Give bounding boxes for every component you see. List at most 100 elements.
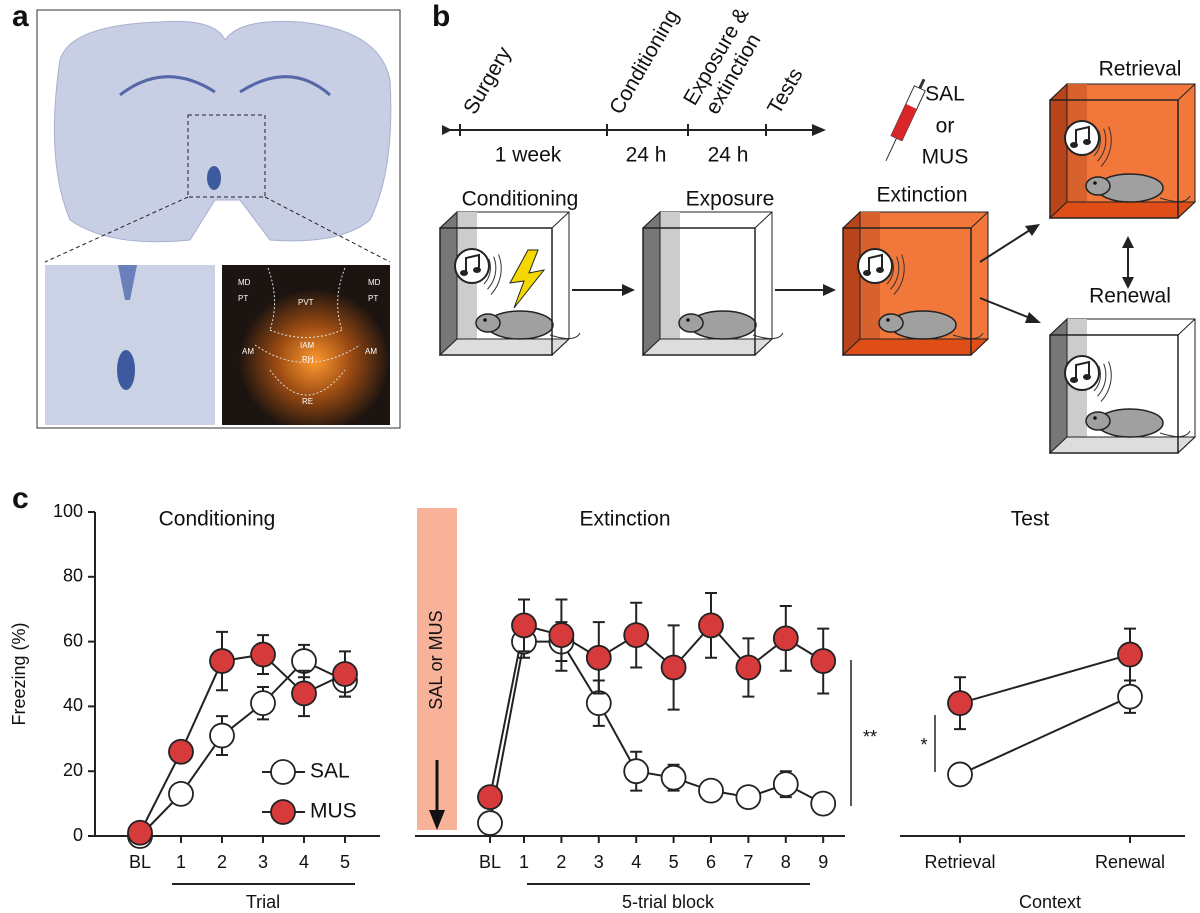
note (868, 253, 883, 273)
sound-wave (1093, 365, 1101, 392)
x-tick-label: 3 (594, 852, 604, 872)
interval-label: 1 week (495, 144, 562, 167)
data-point (477, 810, 503, 836)
inset-fluorescence (222, 265, 390, 425)
chart-title: Extinction (579, 508, 670, 531)
data-point (585, 690, 612, 717)
box-floor (641, 338, 774, 356)
injection-label: MUS (922, 146, 969, 169)
sound-wave (1100, 361, 1112, 402)
series-line (959, 695, 1131, 776)
data-point (735, 784, 762, 811)
x-tick-label: 2 (217, 852, 227, 872)
box-wall (439, 210, 458, 357)
chart-title: Conditioning (159, 508, 276, 531)
sound-wave (490, 254, 502, 295)
panel-label: c (12, 482, 29, 515)
ventricle (118, 265, 137, 300)
rat-head (1085, 411, 1111, 431)
rat-eye (483, 318, 487, 322)
panel-label: b (432, 0, 450, 33)
data-point (209, 648, 235, 674)
box-edges (642, 211, 773, 356)
region-label: RH (302, 355, 314, 364)
charts: Conditioning 0 20 40 60 80 100 Freezing (%) BL 1 2… (9, 501, 1185, 912)
data-point (291, 648, 317, 674)
note (1075, 360, 1090, 380)
data-point (947, 690, 973, 717)
sound-wave (1097, 128, 1107, 162)
injection-label: or (936, 115, 955, 138)
context-box (1048, 317, 1197, 455)
box-edges (439, 211, 570, 356)
region-label: RE (302, 397, 313, 406)
x-tick-label: 8 (781, 852, 791, 872)
data-point (810, 648, 837, 674)
rat-eye (686, 318, 690, 322)
y-tick-label: 80 (63, 566, 83, 586)
data-point (660, 654, 687, 681)
x-tick-label: 1 (176, 852, 186, 872)
sound-wave (483, 258, 491, 285)
y-tick-label: 100 (53, 501, 83, 521)
note (1083, 139, 1091, 145)
context-label: Retrieval (1099, 58, 1182, 81)
box-front (439, 227, 553, 356)
box-floor (1048, 436, 1197, 454)
data-point (168, 738, 194, 765)
sound-wave (893, 254, 905, 295)
context-label: Conditioning (462, 188, 579, 211)
context-boxes (438, 82, 1197, 455)
data-point (660, 764, 687, 791)
rat-eye (1093, 181, 1097, 185)
x-tick-label: Retrieval (924, 852, 995, 872)
x-tick-label: 2 (556, 852, 566, 872)
note (473, 267, 481, 273)
box-floor (1048, 201, 1197, 219)
context-label: Extinction (876, 184, 967, 207)
x-axis-label: 5-trial block (622, 892, 715, 912)
box-wall (842, 210, 861, 357)
timeline-event: Surgery (459, 43, 516, 119)
y-tick-label: 20 (63, 760, 83, 780)
box-edges (1049, 318, 1196, 454)
context-box (438, 210, 581, 357)
annotation: SAL or MUS (426, 610, 446, 709)
data-point (250, 641, 276, 668)
sound-wave (1093, 130, 1101, 157)
y-axis-label: Freezing (%) (9, 622, 29, 725)
x-tick-label: 1 (519, 852, 529, 872)
sound-wave (487, 256, 497, 290)
rat-head (1085, 176, 1111, 196)
tone-icon (454, 248, 490, 284)
context-box (841, 210, 990, 357)
data-point (698, 612, 724, 639)
x-tick-label: 6 (706, 852, 716, 872)
data-point (735, 654, 762, 681)
sound-wave (1100, 126, 1112, 167)
y-tick-label: 0 (73, 825, 83, 845)
tone-icon (857, 248, 893, 284)
series-line (489, 623, 824, 798)
annotation-arrow (429, 810, 445, 830)
region-label: PT (238, 294, 248, 303)
zoom-line (264, 196, 391, 263)
rat-head (878, 313, 904, 333)
box-front (842, 227, 972, 356)
interval-label: 24 h (708, 144, 749, 167)
data-point (772, 625, 799, 652)
y-tick-label: 40 (63, 695, 83, 715)
x-tick-label: 9 (818, 852, 828, 872)
note (460, 270, 468, 276)
box-stripe (660, 212, 680, 339)
rat-head (475, 313, 501, 333)
series-line (959, 653, 1131, 705)
x-tick-label: 5 (669, 852, 679, 872)
sound-wave (1097, 363, 1107, 397)
x-axis-label: Context (1019, 892, 1081, 912)
rat-eye (1093, 416, 1097, 420)
data-point (209, 722, 235, 749)
significance: ** (863, 727, 877, 747)
box-front (642, 227, 756, 356)
